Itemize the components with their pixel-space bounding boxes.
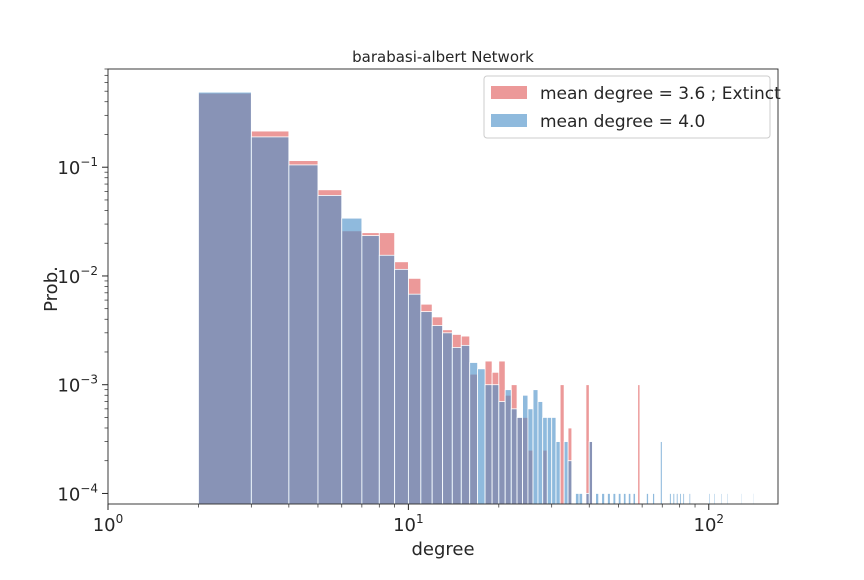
bar-series1-3 xyxy=(317,195,343,505)
y-tick-label-0: 10−1 xyxy=(57,155,98,179)
bar-series1-45 xyxy=(652,493,655,505)
legend: mean degree = 3.6 ; Extinct mean degree … xyxy=(483,75,781,139)
bar-series1-26 xyxy=(542,417,548,505)
bar-series1-14 xyxy=(469,362,479,505)
bar-series1-21 xyxy=(516,417,523,505)
bar-series1-48 xyxy=(672,493,676,505)
legend-label-blue: mean degree = 4.0 xyxy=(540,112,705,132)
bar-series1-18 xyxy=(498,401,506,505)
bar-series1-41 xyxy=(623,493,627,505)
bar-series1-22 xyxy=(522,394,529,505)
chart-title: barabasi-albert Network xyxy=(352,48,534,66)
legend-box xyxy=(483,75,771,139)
bar-series1-29 xyxy=(555,441,561,505)
x-tick-label-1: 101 xyxy=(393,512,424,536)
bar-series1-27 xyxy=(546,417,553,505)
bar-series1-42 xyxy=(627,493,632,505)
x-ticks: 100 101 102 xyxy=(93,504,724,536)
bar-series1-30 xyxy=(563,441,569,505)
x-tick-label-0: 100 xyxy=(93,512,124,536)
bar-series1-36 xyxy=(595,493,600,505)
bar-series1-43 xyxy=(632,493,636,505)
bar-series1-4 xyxy=(341,217,363,505)
y-tick-label-3: 10−4 xyxy=(57,481,98,505)
legend-swatch-blue xyxy=(491,114,527,127)
legend-label-red: mean degree = 3.6 ; Extinct xyxy=(540,84,781,104)
bar-series1-2 xyxy=(288,164,319,505)
bar-series1-1 xyxy=(250,136,290,505)
bar-series1-58 xyxy=(752,493,754,505)
bar-series1-47 xyxy=(669,493,672,505)
bar-series1-16 xyxy=(484,384,493,505)
y-axis-label: Prob. xyxy=(41,266,62,312)
bar-series1-15 xyxy=(477,368,486,505)
bar-series1-8 xyxy=(407,293,422,505)
bar-series1-19 xyxy=(504,389,512,505)
bar-series1-5 xyxy=(361,235,380,505)
bar-series0-28 xyxy=(637,384,641,505)
bar-series1-9 xyxy=(420,311,433,505)
bar-series1-0 xyxy=(198,91,252,505)
bar-series1-49 xyxy=(675,493,679,505)
bar-series1-32 xyxy=(575,493,580,505)
x-axis-label: degree xyxy=(411,539,474,560)
bar-series1-11 xyxy=(442,332,453,505)
bar-series1-10 xyxy=(431,325,444,505)
y-tick-label-1: 10−2 xyxy=(57,264,98,288)
x-tick-label-2: 102 xyxy=(694,512,725,536)
bar-series1-40 xyxy=(617,493,622,505)
bar-series0-24 xyxy=(559,384,565,505)
bar-series1-56 xyxy=(726,493,729,505)
bar-series1-20 xyxy=(510,408,518,505)
bar-series1-50 xyxy=(679,493,682,505)
bar-series1-34 xyxy=(585,493,590,505)
bar-series1-38 xyxy=(607,493,611,505)
bar-series1-37 xyxy=(601,493,605,505)
bar-series1-57 xyxy=(740,493,743,505)
bars-layer xyxy=(198,91,754,505)
bar-series1-7 xyxy=(394,268,409,505)
bar-series1-39 xyxy=(612,493,617,505)
bar-series1-33 xyxy=(578,493,583,505)
bar-series1-28 xyxy=(551,417,557,505)
y-ticks: 10−1 10−2 10−3 10−4 xyxy=(57,68,108,505)
bar-series1-24 xyxy=(532,389,539,505)
bar-series1-46 xyxy=(659,441,663,505)
bar-series1-17 xyxy=(491,384,500,505)
legend-swatch-red xyxy=(491,86,527,99)
series-1 xyxy=(198,91,754,505)
bar-series1-23 xyxy=(527,408,534,505)
bar-series1-35 xyxy=(588,441,593,505)
bar-series1-55 xyxy=(720,493,723,505)
bar-series1-12 xyxy=(451,347,462,505)
bar-series1-54 xyxy=(713,493,716,505)
bar-series1-31 xyxy=(567,460,573,505)
bar-series1-52 xyxy=(688,493,692,505)
bar-series1-6 xyxy=(378,254,396,505)
bar-series1-51 xyxy=(682,493,685,505)
bar-series0-26 xyxy=(585,384,590,505)
bar-series1-25 xyxy=(537,401,544,505)
y-tick-label-2: 10−3 xyxy=(57,373,98,397)
bar-series1-53 xyxy=(708,493,711,505)
bar-series1-13 xyxy=(460,344,471,505)
bar-series1-44 xyxy=(646,493,649,505)
